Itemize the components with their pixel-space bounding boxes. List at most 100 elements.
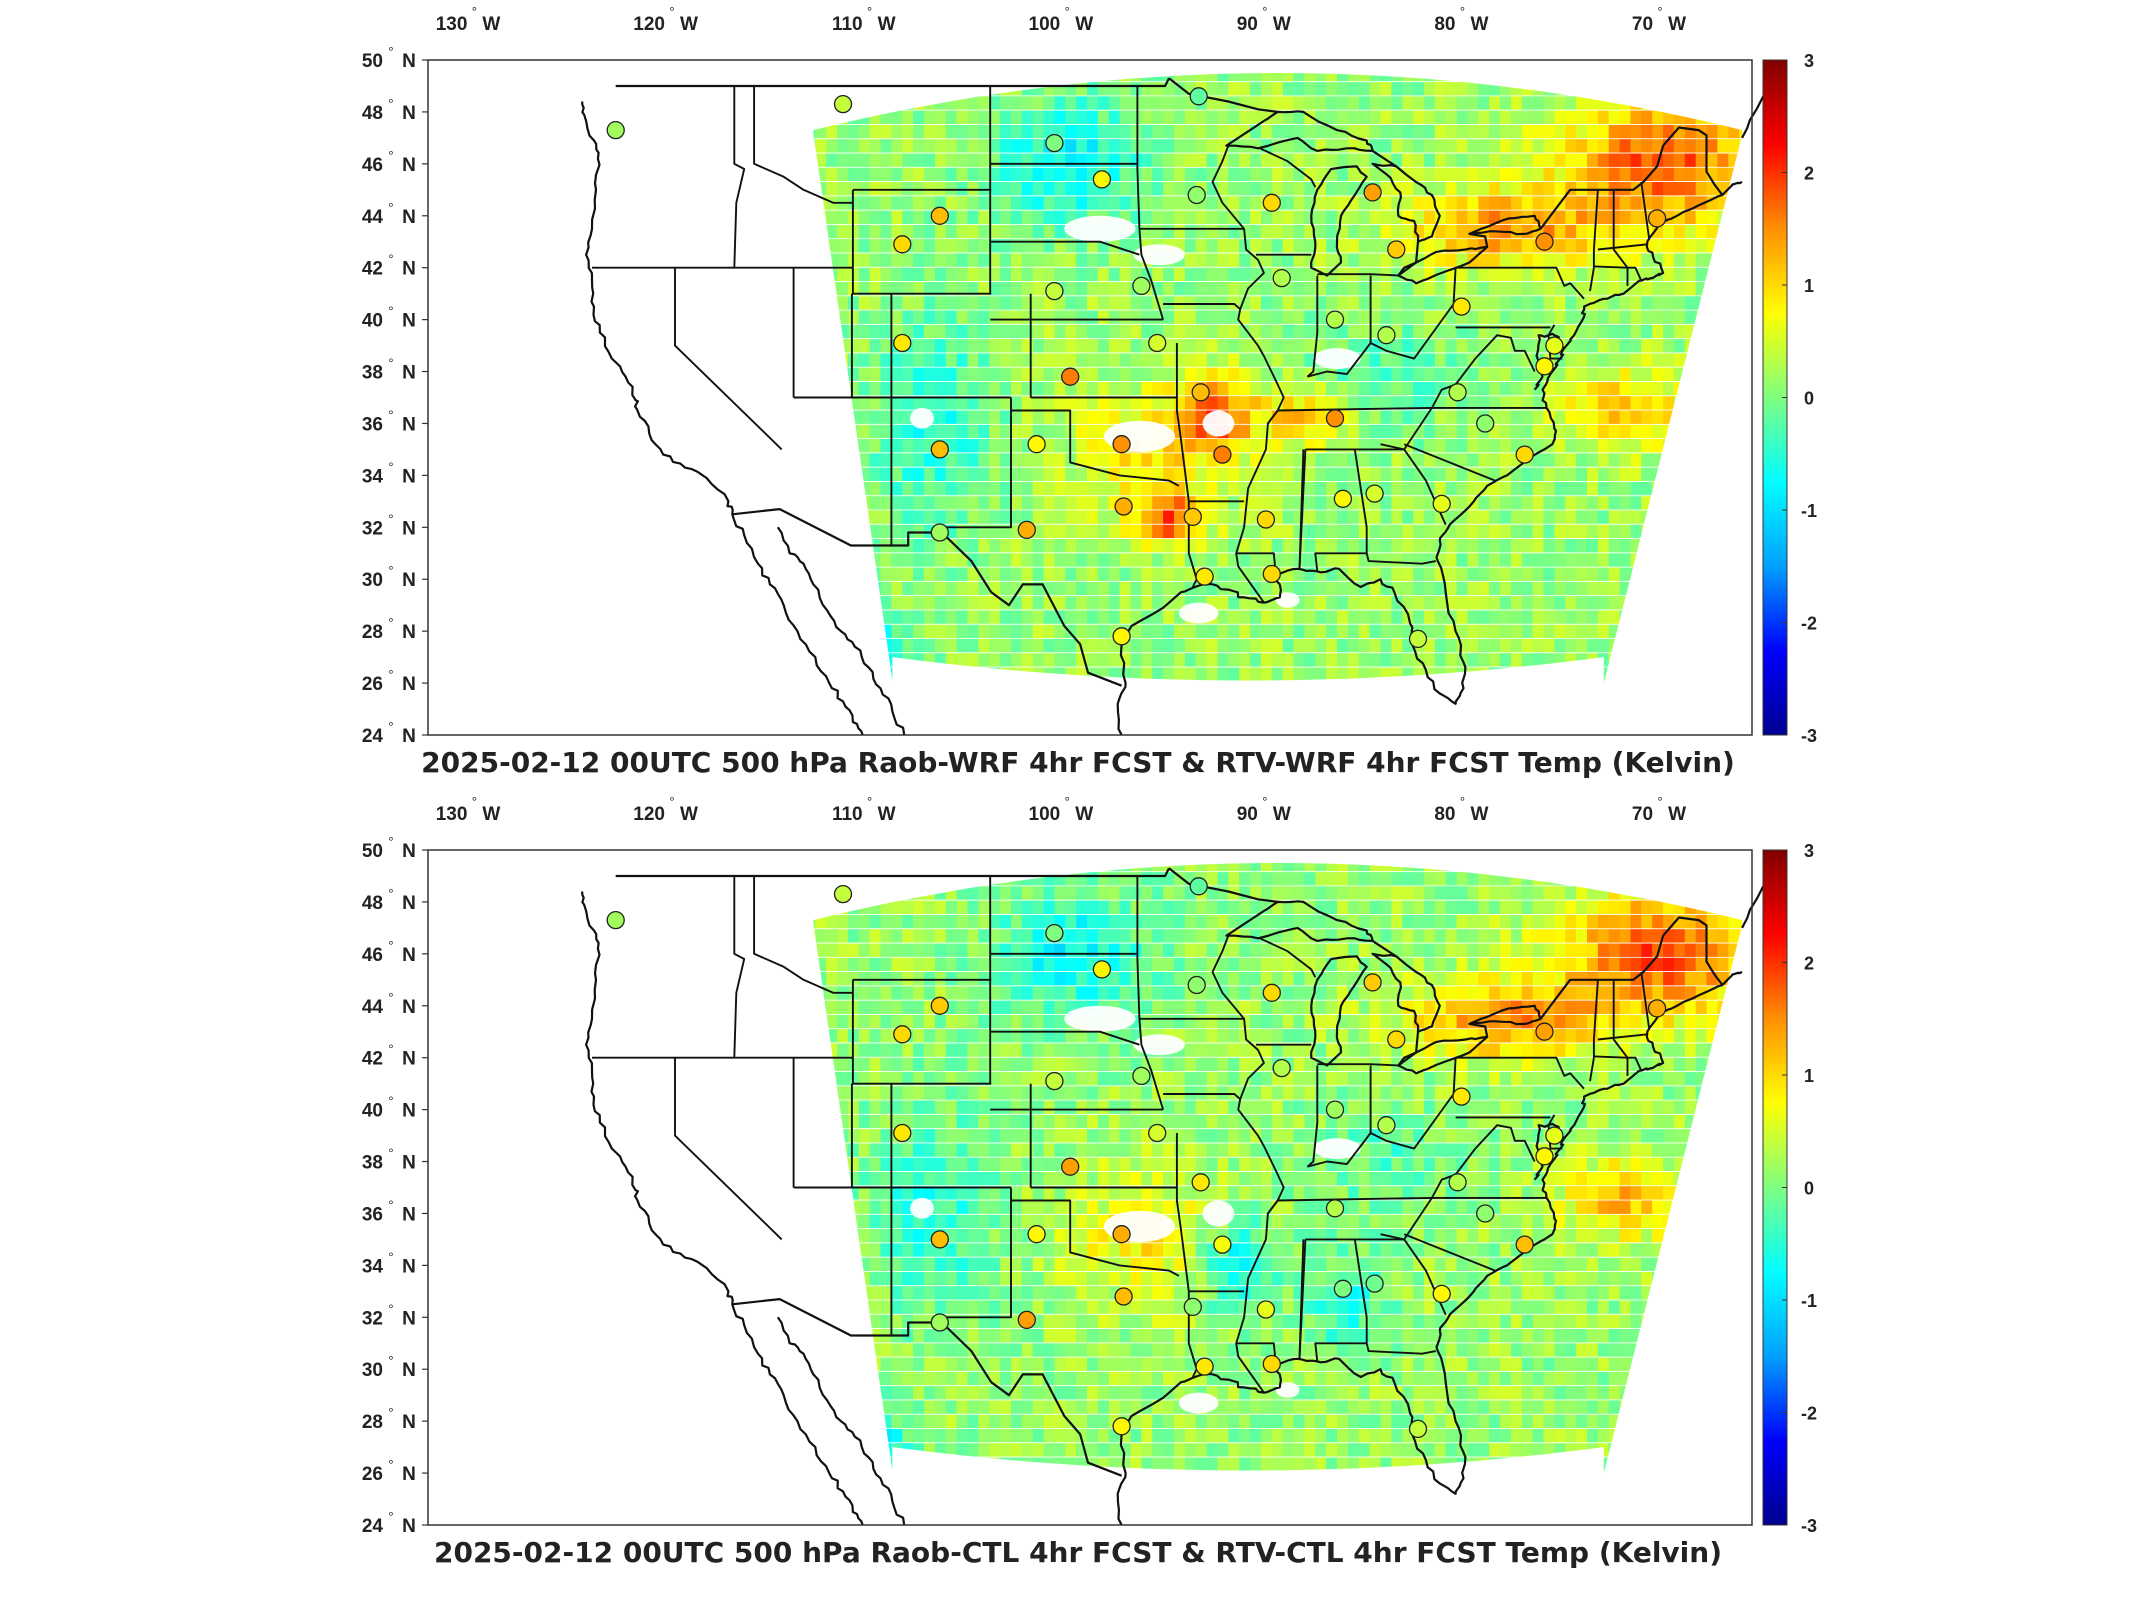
latitude-tick-label: 28 <box>362 1412 383 1433</box>
latitude-tick-label: 44 <box>362 997 384 1018</box>
degree-symbol: ° <box>388 1146 393 1161</box>
raob-station-marker <box>1045 923 1064 943</box>
raob-station-marker <box>1476 414 1495 433</box>
state-border <box>1211 145 1285 604</box>
raob-station-marker <box>1377 326 1396 345</box>
raob-station-marker <box>930 996 949 1015</box>
coastline <box>776 526 906 736</box>
great-lake-outline <box>1310 955 1368 1067</box>
raob-station-marker <box>1027 1225 1046 1244</box>
state-border <box>939 1187 1012 1319</box>
state-border <box>1431 1124 1536 1199</box>
raob-station-marker <box>1148 333 1167 353</box>
great-lake-outline <box>1397 1035 1489 1075</box>
state-border <box>1298 449 1307 569</box>
great-lake-outline <box>1468 1004 1542 1026</box>
longitude-tick-label: 110 <box>832 804 863 825</box>
longitude-suffix: W <box>1470 14 1488 35</box>
raob-station-marker <box>1535 1147 1554 1166</box>
latitude-suffix: N <box>402 841 416 862</box>
raob-station-marker <box>930 523 949 542</box>
degree-symbol: ° <box>388 834 393 849</box>
state-border <box>1175 343 1190 502</box>
temperature-difference-map-top: 50 ° N48 ° N46 ° N44 ° N42 ° N40 ° N38 ° N36 ° N34 ° N32 ° N… <box>362 4 1817 779</box>
raob-station-marker <box>1545 1126 1564 1145</box>
great-lake-outline <box>1225 900 1374 942</box>
international-border <box>1397 1031 1420 1067</box>
degree-symbol: ° <box>388 1249 393 1264</box>
state-border <box>1431 334 1536 409</box>
longitude-suffix: W <box>1668 14 1686 35</box>
degree-symbol: ° <box>867 794 872 809</box>
raob-station-marker <box>1272 1058 1291 1078</box>
coastline <box>581 891 864 1526</box>
raob-station-marker <box>1365 484 1384 503</box>
degree-symbol: ° <box>388 1197 393 1212</box>
degree-symbol: ° <box>388 1457 393 1472</box>
state-border <box>1163 303 1241 310</box>
raob-station-marker <box>893 333 912 353</box>
longitude-suffix: W <box>878 14 896 35</box>
latitude-suffix: N <box>402 1360 416 1381</box>
state-border <box>1370 1057 1457 1150</box>
degree-symbol: ° <box>388 1042 393 1057</box>
degree-symbol: ° <box>388 990 393 1005</box>
raob-station-marker <box>1647 209 1667 228</box>
colorbar-tick-label: -3 <box>1801 726 1817 746</box>
longitude-suffix: W <box>1075 14 1093 35</box>
latitude-tick-label: 48 <box>362 103 383 124</box>
raob-station-marker <box>1187 185 1206 205</box>
map-title: 2025-02-12 00UTC 500 hPa Raob-WRF 4hr FC… <box>421 746 1735 779</box>
latitude-suffix: N <box>402 155 416 176</box>
state-border <box>1307 1132 1372 1168</box>
latitude-tick-label: 30 <box>362 1360 383 1381</box>
raob-station-marker <box>1045 281 1064 301</box>
raob-station-marker <box>1333 489 1353 508</box>
colorbar-tick-label: -1 <box>1801 1291 1817 1311</box>
degree-symbol: ° <box>472 794 477 809</box>
map-boundaries <box>581 77 1773 736</box>
international-border <box>1397 241 1420 277</box>
raob-station-marker <box>1515 445 1534 464</box>
degree-symbol: ° <box>388 563 393 578</box>
latitude-tick-label: 42 <box>362 1049 383 1070</box>
great-lake-outline <box>1371 952 1441 1033</box>
great-lake-outline <box>1225 110 1374 152</box>
state-border <box>1136 86 1165 320</box>
state-border <box>1455 266 1585 300</box>
latitude-suffix: N <box>402 466 416 487</box>
map-panel-top: 50 ° N 48 ° N 46 ° N 44 ° N 42 ° N 40 ° N 38 ° N 36 ° N 34 ° N 32 ° N… <box>362 4 1817 779</box>
latitude-suffix: N <box>402 1308 416 1329</box>
raob-station-marker <box>930 1230 949 1249</box>
longitude-tick-label: 70 <box>1632 14 1653 35</box>
longitude-tick-label: 100 <box>1029 804 1061 825</box>
degree-symbol: ° <box>1262 794 1267 809</box>
state-border <box>1259 937 1317 978</box>
state-border <box>1187 1291 1198 1378</box>
degree-symbol: ° <box>669 4 674 19</box>
state-border <box>1136 876 1165 1110</box>
longitude-suffix: W <box>1668 804 1686 825</box>
raob-station-marker <box>1195 1357 1214 1376</box>
degree-symbol: ° <box>388 1301 393 1316</box>
raob-station-marker <box>1189 87 1208 106</box>
axes-frame <box>427 849 1753 1526</box>
international-border <box>1469 232 1489 248</box>
latitude-tick-label: 34 <box>362 466 384 487</box>
degree-symbol: ° <box>388 511 393 526</box>
raob-station-marker <box>1017 1310 1036 1330</box>
international-border <box>1539 916 1724 1020</box>
longitude-suffix: W <box>680 804 698 825</box>
latitude-suffix: N <box>402 1256 416 1277</box>
latitude-suffix: N <box>402 1464 416 1485</box>
degree-symbol: ° <box>388 938 393 953</box>
colorbar-tick-label: 1 <box>1804 1066 1814 1086</box>
great-lake-outline <box>1468 214 1542 236</box>
great-lake-outline <box>1310 165 1368 277</box>
raob-station-marker <box>1195 567 1214 586</box>
raob-station-marker <box>1452 297 1471 316</box>
longitude-suffix: W <box>1075 804 1093 825</box>
state-border <box>1187 501 1198 588</box>
raob-station-marker <box>1213 445 1232 464</box>
state-border <box>1267 409 1279 425</box>
